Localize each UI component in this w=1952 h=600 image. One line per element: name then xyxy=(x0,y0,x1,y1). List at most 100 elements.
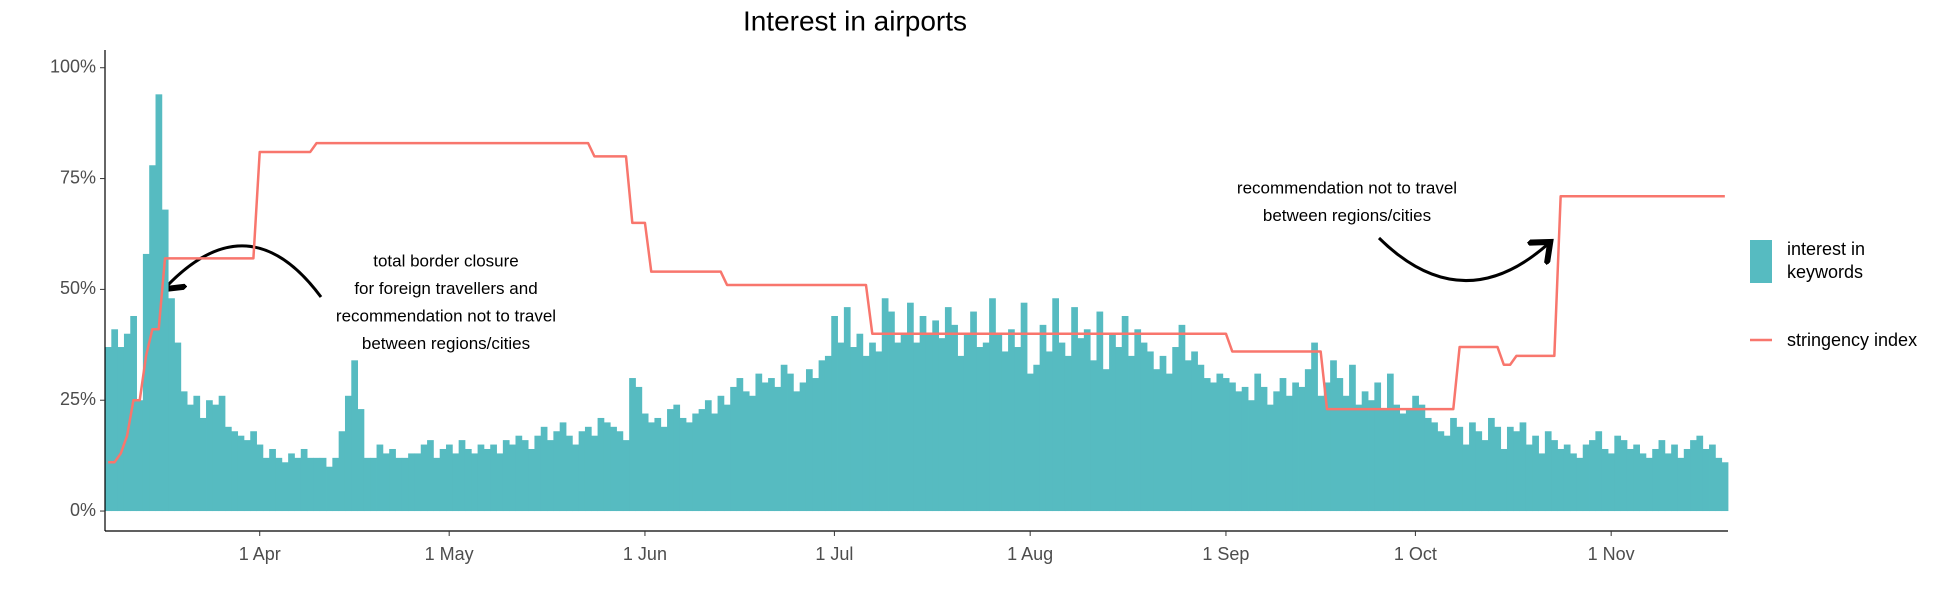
bar xyxy=(218,395,226,512)
bar xyxy=(452,453,460,512)
bar xyxy=(805,369,813,512)
bar xyxy=(780,364,788,512)
bar xyxy=(458,440,466,512)
bar xyxy=(1652,448,1659,512)
bar xyxy=(629,378,636,512)
annotation-arrow xyxy=(1377,236,1548,283)
bar xyxy=(818,360,826,512)
bar xyxy=(824,355,832,512)
bar xyxy=(224,426,232,512)
bar xyxy=(439,448,447,512)
bar xyxy=(1462,444,1470,512)
bar xyxy=(1115,347,1123,512)
bar xyxy=(1033,364,1041,512)
bar xyxy=(736,378,744,512)
bar xyxy=(1645,457,1653,512)
bar xyxy=(547,440,554,512)
bar xyxy=(963,333,971,512)
bar xyxy=(919,315,927,512)
bar xyxy=(1027,373,1034,512)
bar xyxy=(509,444,516,512)
x-tick-label: 1 Aug xyxy=(1007,544,1053,564)
bar xyxy=(269,448,276,512)
bar xyxy=(1014,347,1022,512)
bar xyxy=(572,444,580,512)
bar xyxy=(1690,440,1697,512)
bar xyxy=(414,453,422,512)
bar xyxy=(123,333,131,512)
bar xyxy=(938,338,946,512)
bar xyxy=(888,311,895,512)
bar xyxy=(1488,417,1495,512)
bar xyxy=(1551,440,1558,512)
bar xyxy=(149,165,156,512)
bar xyxy=(831,315,838,512)
bar xyxy=(641,413,649,512)
bar xyxy=(1380,409,1388,512)
bar xyxy=(635,386,643,512)
bar xyxy=(1355,404,1363,512)
bar xyxy=(1317,395,1325,512)
bar xyxy=(1702,448,1710,512)
bar xyxy=(111,329,119,512)
bar xyxy=(262,457,270,512)
bar xyxy=(1008,329,1015,512)
bar xyxy=(1140,342,1148,512)
bar xyxy=(313,457,321,512)
bar xyxy=(1330,360,1337,512)
bar xyxy=(1532,435,1539,512)
bar xyxy=(1342,395,1350,512)
bar xyxy=(1626,448,1634,512)
bar xyxy=(1134,329,1142,512)
bar xyxy=(1525,444,1533,512)
bar xyxy=(389,448,396,512)
bar xyxy=(1336,378,1344,512)
bar xyxy=(1058,342,1066,512)
bar xyxy=(1620,440,1628,512)
bar xyxy=(648,422,655,512)
bar xyxy=(1064,355,1072,512)
bar xyxy=(281,462,289,512)
bar xyxy=(704,400,712,512)
bar xyxy=(768,378,775,512)
bar xyxy=(1083,329,1091,512)
bar xyxy=(799,382,807,512)
bar xyxy=(1475,431,1483,512)
bar xyxy=(1102,369,1110,512)
bar xyxy=(1664,453,1672,512)
bar xyxy=(237,435,245,512)
bar xyxy=(679,417,687,512)
annotation: for foreign travellers and xyxy=(354,279,537,298)
bar xyxy=(1260,386,1268,512)
bar xyxy=(989,298,996,512)
bar xyxy=(1633,444,1640,512)
bar xyxy=(1159,355,1167,512)
bar xyxy=(351,360,359,512)
bar xyxy=(1361,391,1369,512)
bar xyxy=(1608,453,1615,512)
x-tick-label: 1 Nov xyxy=(1588,544,1635,564)
x-tick-label: 1 May xyxy=(425,544,474,564)
bar xyxy=(326,466,333,512)
bar xyxy=(1399,413,1407,512)
annotation: total border closure xyxy=(373,251,519,270)
bar xyxy=(755,373,763,512)
legend-label: stringency index xyxy=(1787,329,1918,350)
bar xyxy=(275,457,283,512)
bar xyxy=(787,373,794,512)
bar xyxy=(1184,360,1192,512)
bar xyxy=(723,404,731,512)
bar xyxy=(370,457,377,512)
bar xyxy=(1178,324,1186,512)
bar xyxy=(559,422,567,512)
bar xyxy=(1437,431,1445,512)
bar xyxy=(1222,378,1230,512)
bar xyxy=(957,355,965,512)
bar xyxy=(862,355,870,512)
bar xyxy=(1683,448,1691,512)
bar xyxy=(603,422,611,512)
bar xyxy=(528,448,535,512)
bar xyxy=(793,391,801,512)
bar xyxy=(496,453,504,512)
bar xyxy=(1077,338,1085,512)
